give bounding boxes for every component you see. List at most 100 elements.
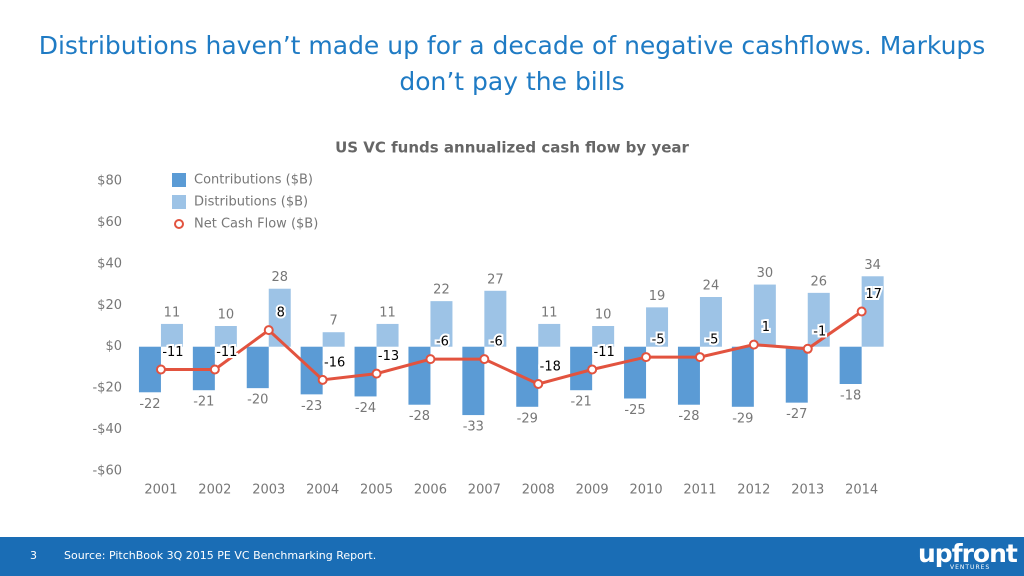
- value-label: -28: [678, 409, 699, 424]
- bar: [861, 276, 884, 347]
- value-label: 7: [330, 314, 338, 329]
- x-tick-label: 2007: [468, 483, 501, 498]
- value-label: 11: [164, 305, 181, 320]
- bar: [484, 290, 507, 347]
- value-label: -16: [324, 355, 345, 370]
- point: [641, 352, 652, 363]
- value-label: -25: [624, 403, 645, 418]
- value-label: -28: [409, 409, 430, 424]
- y-tick-label: $0: [105, 339, 122, 354]
- chart: US VC funds annualized cash flow by year…: [92, 139, 884, 498]
- bar: [592, 326, 615, 347]
- point: [155, 364, 166, 375]
- legend-swatch: [174, 219, 184, 229]
- value-label: -6: [436, 335, 449, 350]
- value-label: 11: [379, 305, 396, 320]
- point: [209, 364, 220, 375]
- value-label: -5: [705, 333, 718, 348]
- x-tick-label: 2010: [630, 483, 663, 498]
- slide-title: Distributions haven’t made up for a deca…: [38, 31, 986, 96]
- value-label: -29: [732, 411, 753, 426]
- point: [587, 364, 598, 375]
- point: [263, 325, 274, 336]
- x-tick-label: 2014: [845, 483, 878, 498]
- value-label: 27: [487, 272, 504, 287]
- point: [371, 368, 382, 379]
- value-label: -1: [813, 324, 826, 339]
- value-label: -5: [652, 333, 665, 348]
- bar: [753, 284, 776, 347]
- point: [479, 354, 490, 365]
- x-tick-label: 2005: [360, 483, 393, 498]
- value-label: -29: [517, 411, 538, 426]
- x-tick-label: 2009: [576, 483, 609, 498]
- value-label: -22: [139, 397, 160, 412]
- y-tick-label: $40: [97, 256, 122, 271]
- legend-swatch: [172, 173, 186, 187]
- value-label: 24: [703, 279, 720, 294]
- x-tick-label: 2002: [198, 483, 231, 498]
- line: [160, 310, 863, 386]
- bar: [462, 346, 485, 416]
- value-label: -13: [378, 349, 399, 364]
- value-label: 34: [864, 258, 881, 273]
- value-label: 10: [218, 308, 235, 323]
- point: [694, 352, 705, 363]
- bar: [538, 323, 561, 347]
- bar: [354, 346, 377, 397]
- bar: [699, 297, 722, 347]
- chart-title: US VC funds annualized cash flow by year: [335, 139, 689, 157]
- value-label: -27: [786, 407, 807, 422]
- x-tick-label: 2012: [737, 483, 770, 498]
- bar: [807, 292, 830, 347]
- bar: [731, 346, 754, 407]
- bar: [246, 346, 269, 389]
- logo-sub: VENTURES: [950, 564, 991, 571]
- point: [802, 343, 813, 354]
- value-label: -6: [490, 335, 503, 350]
- bar: [677, 346, 700, 405]
- value-label: 11: [541, 305, 558, 320]
- value-label: 30: [757, 266, 774, 281]
- legend-swatch: [172, 195, 186, 209]
- value-label: 1: [762, 320, 770, 335]
- x-tick-label: 2008: [522, 483, 555, 498]
- value-label: 10: [595, 308, 612, 323]
- value-label: 19: [649, 289, 666, 304]
- value-label: -21: [193, 395, 214, 410]
- y-tick-label: -$40: [92, 422, 122, 437]
- footer: 3 Source: PitchBook 3Q 2015 PE VC Benchm…: [0, 537, 1024, 576]
- value-label: -23: [301, 399, 322, 414]
- y-tick-label: $80: [97, 174, 122, 189]
- value-label: -24: [355, 401, 376, 416]
- x-tick-label: 2013: [791, 483, 824, 498]
- value-label: 17: [865, 287, 882, 302]
- value-label: -18: [840, 389, 861, 404]
- value-label: -11: [162, 345, 183, 360]
- page-number: 3: [30, 549, 37, 562]
- point: [748, 339, 759, 350]
- value-label: -20: [247, 393, 268, 408]
- point: [533, 379, 544, 389]
- value-label: -18: [540, 360, 561, 375]
- x-tick-label: 2004: [306, 483, 339, 498]
- bar: [138, 346, 161, 393]
- x-tick-label: 2003: [252, 483, 285, 498]
- value-label: -11: [216, 345, 237, 360]
- legend-label: Net Cash Flow ($B): [194, 217, 318, 232]
- value-label: 26: [810, 274, 827, 289]
- legend-label: Contributions ($B): [194, 173, 313, 188]
- value-label: -11: [594, 345, 615, 360]
- bar: [516, 346, 539, 407]
- value-label: 22: [433, 283, 450, 298]
- value-label: 28: [271, 270, 288, 285]
- point: [317, 374, 328, 385]
- value-label: -21: [571, 395, 592, 410]
- bar: [214, 326, 237, 347]
- bar: [322, 332, 345, 347]
- legend-label: Distributions ($B): [194, 195, 308, 210]
- bar: [430, 301, 453, 347]
- y-tick-label: -$20: [92, 381, 122, 396]
- point: [425, 354, 436, 365]
